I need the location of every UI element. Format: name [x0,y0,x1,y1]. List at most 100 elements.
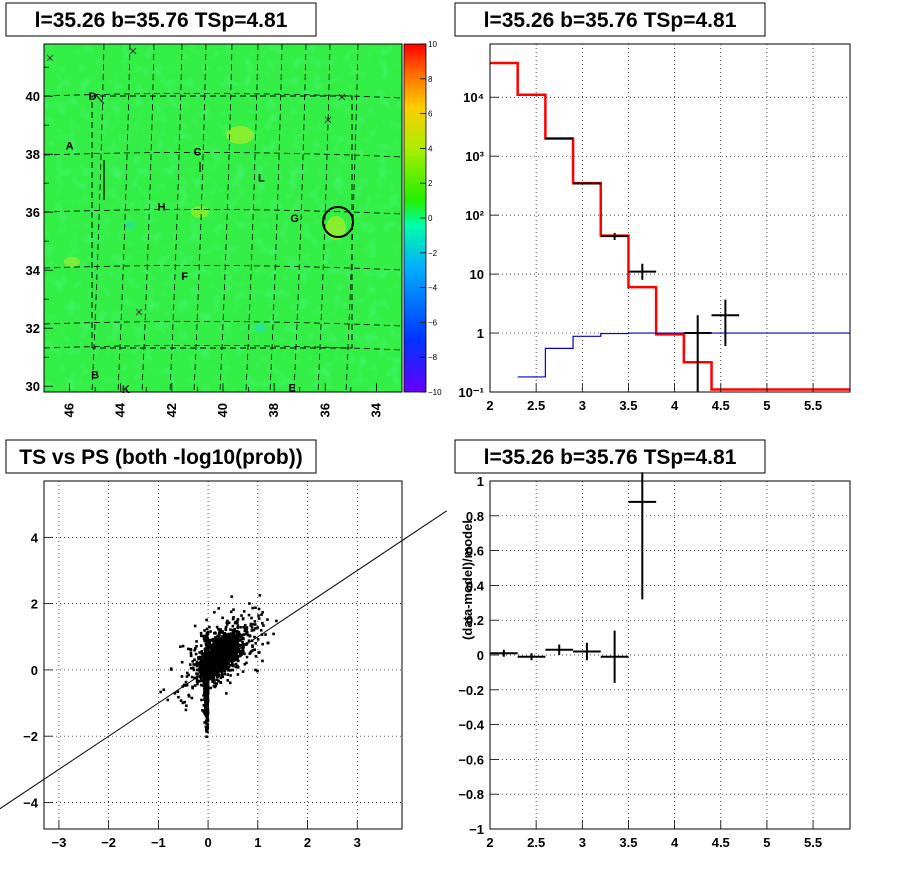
scatter-point [199,644,203,647]
scatter-point [204,687,207,691]
scatter-point [227,659,230,662]
scatter-point [219,646,223,649]
scatter-point [195,677,199,680]
scatter-point [257,617,261,620]
scatter-point [204,665,207,669]
map-x-tick-label: 42 [164,403,179,417]
scatter-point [251,623,254,626]
scatter-point [224,648,228,652]
scatter-point [212,674,215,678]
scatter-point [190,696,194,700]
scatter-point [215,625,219,629]
scatter-point [221,630,224,633]
scatter-point [162,688,166,692]
source-position-marker [322,206,354,238]
scatter-point [220,673,224,677]
map-label-g: G [290,213,299,225]
scatter-point [216,665,219,669]
scatter-point [242,610,246,613]
scatter-point [256,626,260,629]
spectrum-x-tick-label: 4 [671,398,679,413]
residual-title: l=35.26 b=35.76 TSp=4.81 [484,446,737,469]
scatter-point [203,671,207,674]
scatter-point [220,662,223,666]
scatter-point [223,641,227,645]
scatter-point [205,652,209,656]
scatter-point [222,663,225,667]
scatter-point [227,652,230,655]
scatter-trend-line [0,510,447,810]
scatter-point [226,619,229,623]
scatter-x-tick-label: 0 [204,835,211,850]
scatter-point [224,628,228,632]
scatter-point [200,683,203,687]
scatter-point [204,636,208,640]
scatter-point [232,637,236,641]
scatter-point [201,670,205,674]
map-axes: 46 44 42 40 38 36 34 30 32 34 36 38 40 [26,66,403,417]
scatter-point [194,647,197,650]
scatter-point [191,685,194,689]
scatter-point [203,660,206,664]
scatter-point [211,652,215,656]
scatter-point [224,663,228,666]
scatter-y-tick-label: −2 [23,729,38,744]
scatter-point [195,664,199,668]
scatter-point [240,634,243,637]
scatter-point [173,692,177,695]
map-parallel [44,345,402,351]
scatter-point [211,639,215,642]
scatter-point [204,694,208,697]
residual-y-tick-label: 0.8 [466,509,484,524]
scatter-point [217,607,221,610]
scatter-point [204,649,207,653]
scatter-point [237,630,241,634]
scatter-point [213,610,216,614]
spectrum-x-tick-label: 5 [763,398,770,413]
scatter-point [217,674,221,677]
scatter-x-tick-label: −3 [52,835,67,850]
scatter-point [213,670,217,674]
scatter-point [191,666,195,670]
residual-x-tick-label: 5.5 [804,835,822,850]
scatter-point [211,662,215,666]
scatter-point [206,685,210,688]
scatter-point [221,635,224,638]
scatter-point [241,651,244,655]
scatter-point [226,679,230,682]
scatter-point [217,644,220,648]
scatter-point [242,625,245,629]
scatter-point [211,637,215,641]
scatter-point [236,624,240,627]
map-meridian [219,44,233,392]
scatter-point [201,659,205,662]
scatter-point [211,667,214,671]
scatter-point [229,610,233,614]
scatter-point [231,642,235,645]
scatter-point [204,678,208,681]
scatter-point [180,660,184,664]
scatter-point [226,642,229,645]
scatter-point [206,640,210,644]
scatter-point [245,661,248,665]
scatter-point [226,667,230,671]
scatter-point [219,664,222,668]
residual-y-tick-label: 0.4 [466,578,485,593]
scatter-point [251,606,254,610]
scatter-point [219,637,222,640]
scatter-point [239,625,242,629]
scatter-point [213,681,216,685]
colorbar-tick-label: 2 [428,179,433,188]
scatter-point [243,623,247,627]
scatter-point [216,672,219,675]
scatter-point [239,650,242,653]
scatter-point [200,663,203,667]
scatter-point [180,675,184,678]
scatter-point [214,642,217,646]
residual-y-tick-label: 0.2 [466,613,484,628]
scatter-point [192,663,195,666]
scatter-point [215,682,218,685]
scatter-point [200,650,204,653]
scatter-point [213,685,217,689]
map-y-tick-label: 30 [26,379,40,394]
